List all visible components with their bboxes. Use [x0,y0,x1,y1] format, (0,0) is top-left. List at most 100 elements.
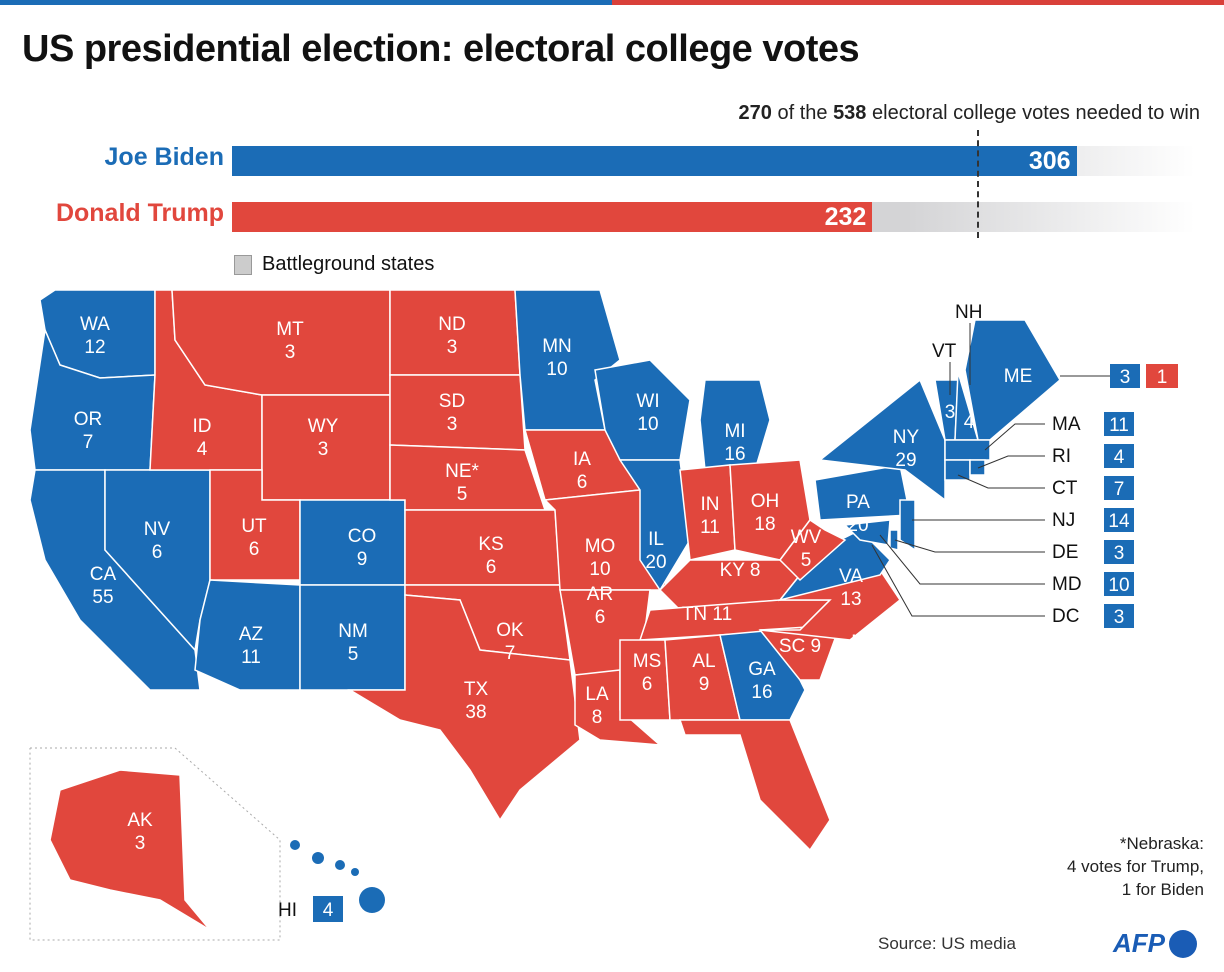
hawaii-island [312,852,324,864]
candidate-label-trump: Donald Trump [55,199,224,227]
state-label-nd: ND 3 [438,314,465,358]
state-ms[interactable] [619,639,671,721]
state-sd[interactable] [389,374,526,451]
state-mt[interactable] [171,289,391,396]
candidate-label-biden: Joe Biden [104,143,224,171]
state-label-or: OR 7 [74,409,103,453]
callout-box-ri [1104,444,1134,468]
state-label-nv: NV 6 [144,519,171,563]
state-nj[interactable] [899,499,916,552]
callout-label-de: DE [1052,542,1078,563]
nh-label: NH [955,302,982,323]
top-accent-red [612,0,1224,5]
callout-leader-de [894,539,1045,553]
states-layer [29,289,1061,931]
hi-votes: 4 [323,900,334,921]
callout-leader-md [879,534,1045,585]
state-label-il: IL 20 [645,529,666,573]
me-biden-box [1110,364,1140,388]
state-label-ne: NE* 5 [445,461,479,505]
callout-label-ma: MA [1052,414,1081,435]
battleground-swatch [234,254,252,275]
state-label-ca: CA 55 [90,564,117,608]
state-label-pa: PA 20 [846,492,870,536]
state-label-oh: OH 18 [751,491,780,535]
state-de[interactable] [889,529,899,551]
state-ma[interactable] [944,439,991,461]
state-label-ut: UT 6 [241,516,267,560]
state-label-ky: KY 8 [720,560,761,581]
state-wv[interactable] [779,518,847,582]
callout-box-ma [1104,412,1134,436]
callout-votes-dc: 3 [1114,607,1125,628]
callout-box-ct [1104,476,1134,500]
hawaii-island [335,860,345,870]
vt-votes: 3 [945,402,956,423]
state-label-in: IN 11 [700,494,720,538]
callout-box-md [1104,572,1134,596]
state-label-nc: NC 15 [851,632,878,676]
footnote-line: *Nebraska: [1119,834,1204,853]
state-label-wa: WA 12 [80,314,110,358]
callout-label-dc: DC [1052,606,1079,627]
threshold-text-mid: of the [777,102,828,124]
callout-votes-ct: 7 [1114,479,1125,500]
threshold-text-end: electoral college votes needed to win [872,102,1200,124]
me-biden-votes: 3 [1120,367,1131,388]
state-label-ia: IA 6 [573,449,591,493]
me-trump-box [1146,364,1178,388]
page-title: US presidential election: electoral coll… [22,28,860,70]
footnote-line: 1 for Biden [1121,880,1204,899]
state-label-id: ID 4 [193,416,212,460]
state-label-al: AL 9 [692,651,715,695]
state-label-ms: MS 6 [633,651,662,695]
state-ri[interactable] [969,459,986,476]
state-label-mn: MN 10 [542,336,572,380]
state-ak[interactable] [49,769,211,931]
vt-label: VT [932,341,957,362]
nh-votes: 4 [964,412,975,433]
state-nc[interactable] [759,569,902,641]
callout-leader-dc [871,544,1045,617]
hawaii-island [359,887,385,913]
hi-label: HI [278,900,297,921]
state-ct[interactable] [944,459,971,481]
state-label-ar: AR 6 [587,584,613,628]
callout-votes-ma: 11 [1109,415,1129,436]
state-label-la: LA 8 [585,684,609,728]
state-label-sd: SD 3 [439,391,465,435]
state-label-ks: KS 6 [478,534,503,578]
logo-dot-icon [1169,929,1197,958]
me-trump-votes: 1 [1157,367,1168,388]
state-label-va: VA 13 [839,566,863,610]
needed-votes: 270 [738,102,772,124]
state-label-ak: AK 3 [127,810,153,854]
state-label-fl: FL 29 [809,729,831,773]
state-label-tx: TX 38 [464,679,489,723]
state-label-ok: OK 7 [496,620,524,664]
threshold-note: 270 of the 538 electoral college votes n… [739,102,1200,125]
callout-box-nj [1104,508,1134,532]
state-label-nm: NM 5 [338,621,368,665]
state-label-tn: TN 11 [682,604,732,625]
state-label-wi: WI 10 [636,391,659,435]
state-label-co: CO 9 [348,526,377,570]
bar-trump: 232 [232,202,873,232]
state-label-wv: WV 5 [791,527,822,571]
hi-box [313,896,343,922]
state-mn[interactable] [514,289,621,431]
total-votes: 538 [833,102,867,124]
threshold-line-270 [977,130,980,238]
callout-label-nj: NJ [1052,510,1075,531]
callout-leader-ma [984,423,1045,451]
state-label-mo: MO 10 [585,536,616,580]
callout-box-de [1104,540,1134,564]
state-fl[interactable] [678,719,831,852]
source: Source: US media [878,934,1016,953]
bar-value-trump: 232 [824,203,867,231]
footnote-line: 4 votes for Trump, [1067,857,1204,876]
state-label-sc: SC 9 [779,636,821,657]
state-tx[interactable] [347,594,581,822]
callout-votes-md: 10 [1108,575,1129,596]
